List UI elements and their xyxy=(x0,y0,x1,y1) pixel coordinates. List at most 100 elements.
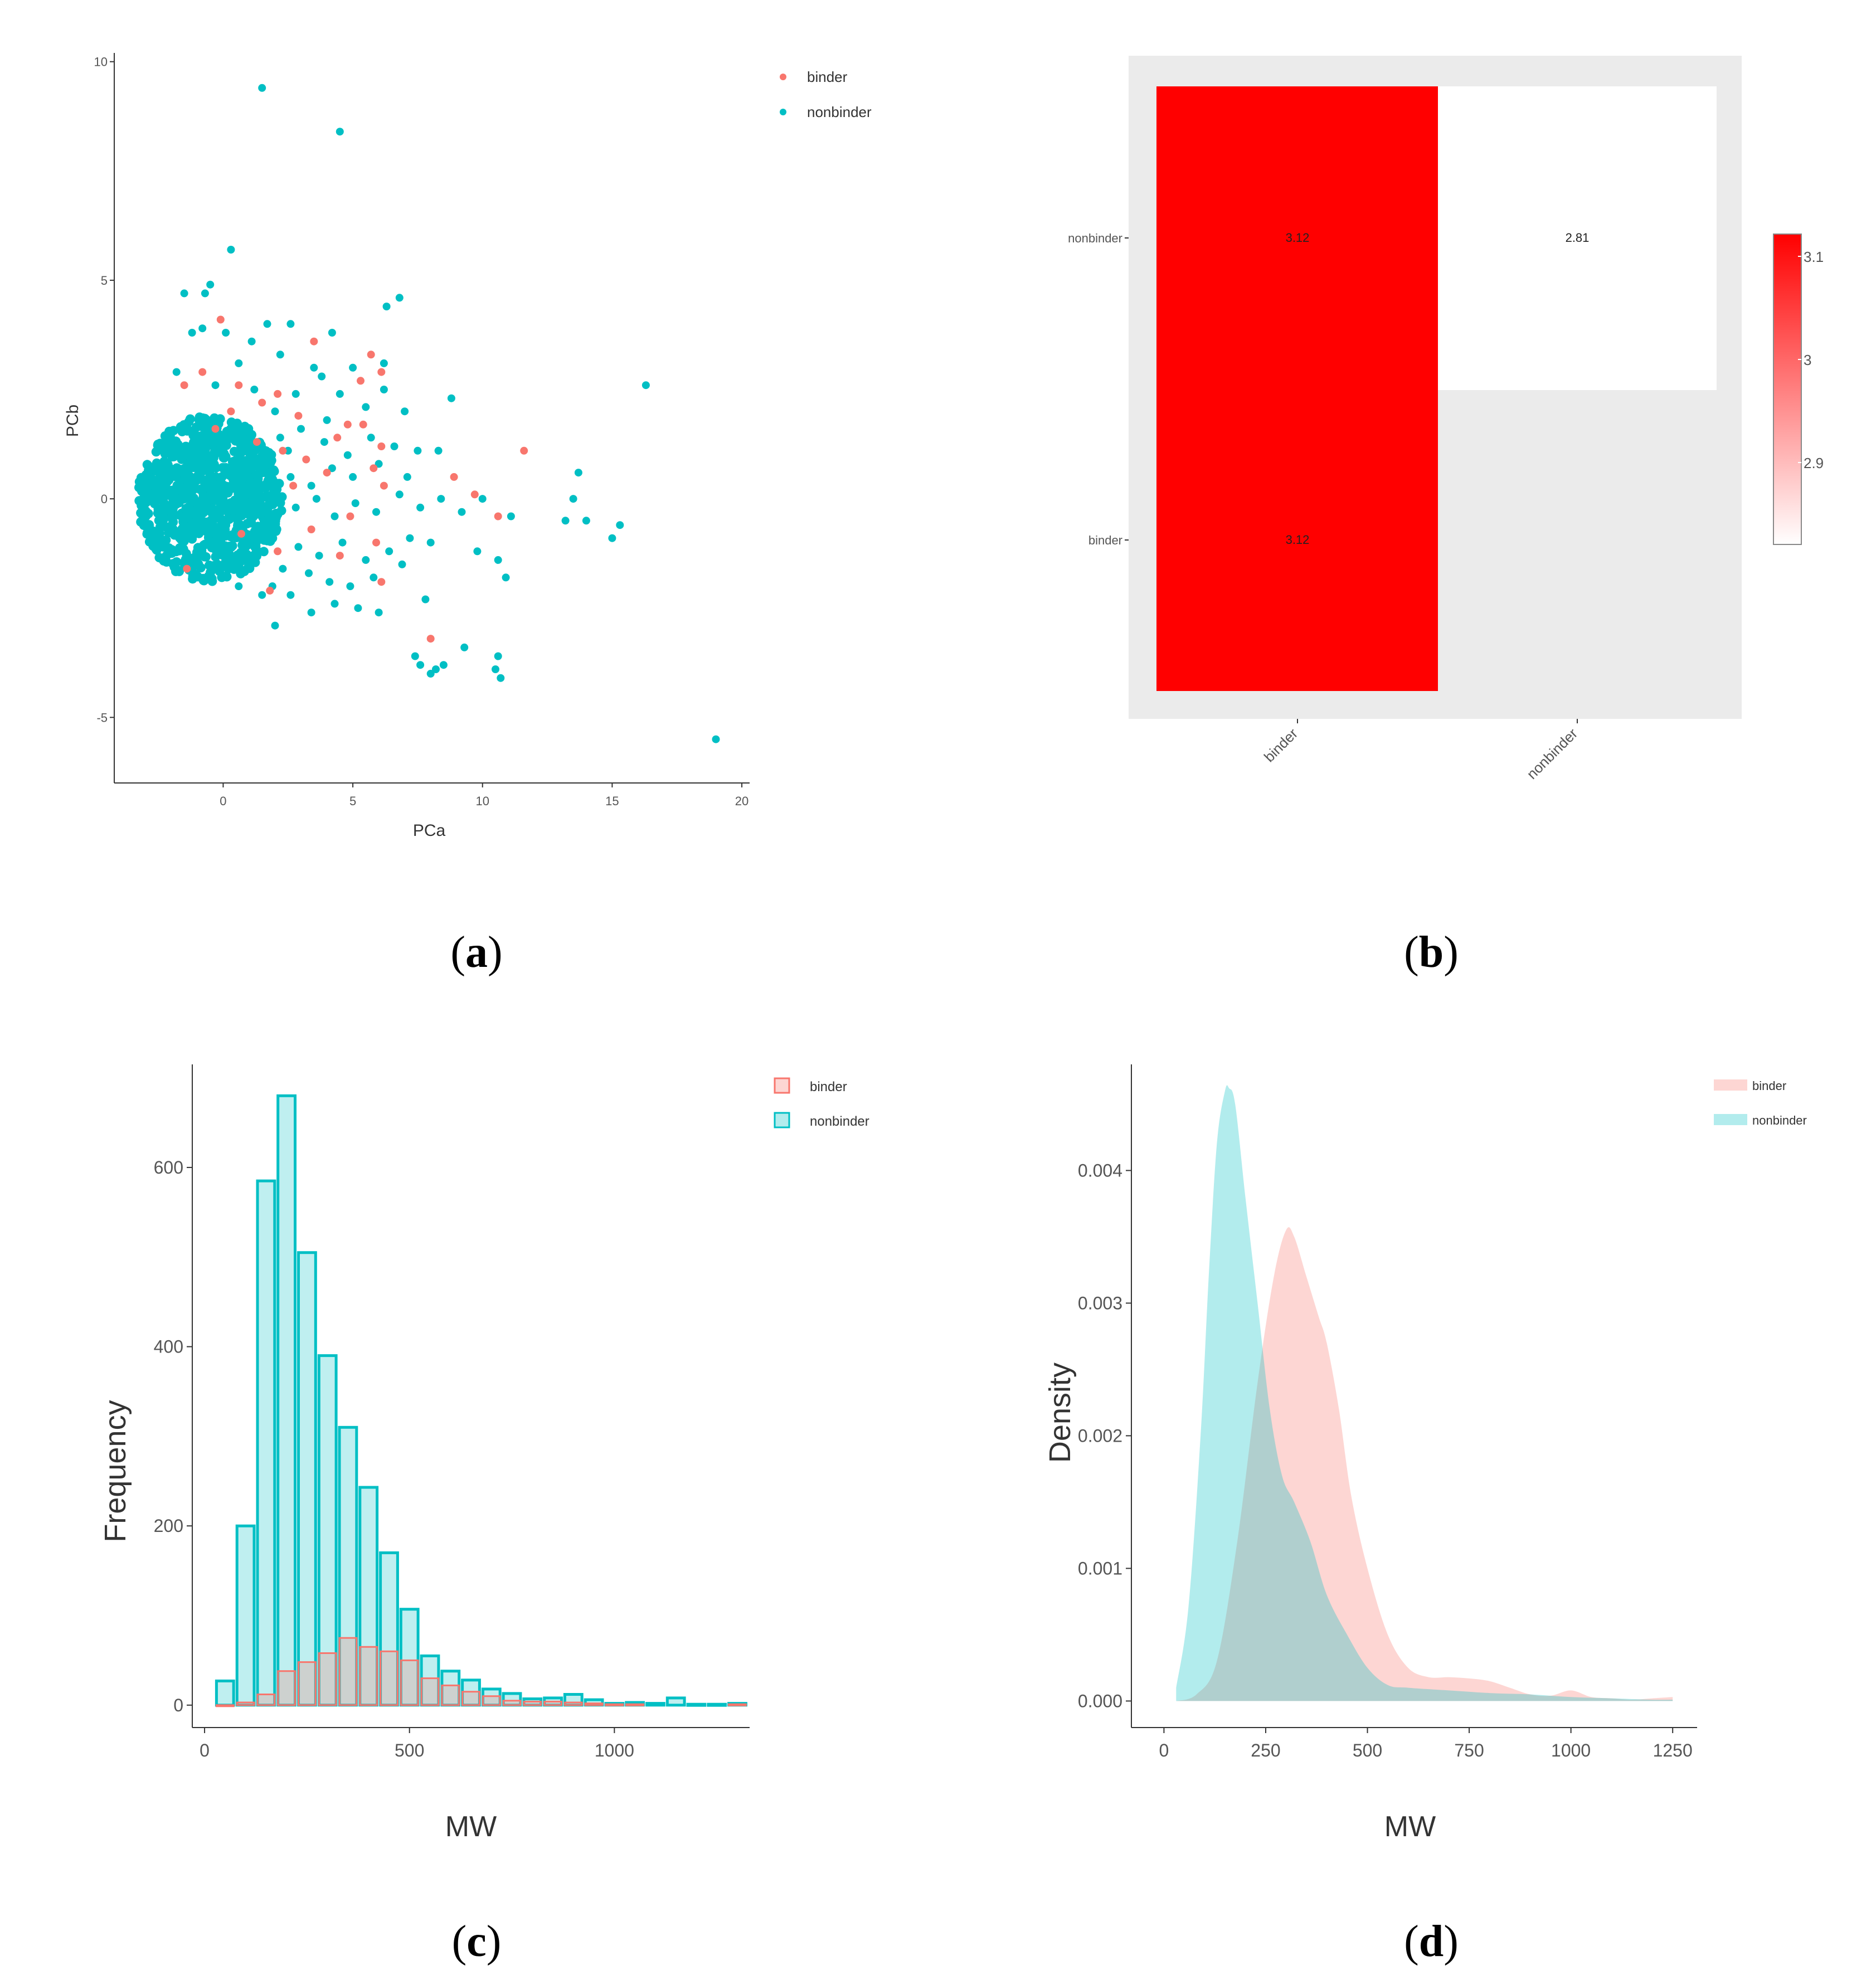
scatter-point-nonbinder xyxy=(497,674,505,682)
scatter-point-nonbinder xyxy=(213,509,223,519)
scatter-point-nonbinder xyxy=(235,449,245,459)
legend-binder-label: binder xyxy=(807,69,848,85)
scatter-point-nonbinder xyxy=(263,476,273,485)
scatter-point-nonbinder xyxy=(338,538,347,547)
scatter-point-nonbinder xyxy=(328,329,336,337)
histogram-bar-nonbinder xyxy=(399,1608,420,1707)
scatter-point-nonbinder xyxy=(158,510,168,520)
scatter-point-nonbinder xyxy=(276,351,284,359)
panel-d-areas xyxy=(1176,1085,1673,1701)
legend-binder-label: binder xyxy=(810,1079,847,1094)
scatter-point-nonbinder xyxy=(234,497,244,507)
histogram-bar-binder xyxy=(563,1701,583,1706)
scatter-point-binder xyxy=(470,490,479,499)
colorbar-label-3.1: 3.1 xyxy=(1804,249,1824,265)
scatter-point-binder xyxy=(359,420,367,429)
scatter-point-binder xyxy=(426,635,435,643)
scatter-point-nonbinder xyxy=(235,359,243,367)
scatter-point-nonbinder xyxy=(318,372,326,381)
histogram-bar-binder xyxy=(728,1703,747,1706)
scatter-point-nonbinder xyxy=(174,441,184,451)
scatter-point-nonbinder xyxy=(217,542,227,552)
scatter-point-nonbinder xyxy=(286,591,295,599)
scatter-point-nonbinder xyxy=(202,451,211,461)
scatter-point-binder xyxy=(211,425,220,433)
histogram-bar-binder xyxy=(400,1659,419,1706)
scatter-point-nonbinder xyxy=(201,289,209,298)
y-tick-label-nonbinder: nonbinder xyxy=(1068,231,1122,245)
y-tick-label: -5 xyxy=(96,711,108,724)
panel-b-label: (b) xyxy=(1404,928,1459,977)
scatter-point-nonbinder xyxy=(147,464,157,474)
scatter-point-nonbinder xyxy=(134,496,144,506)
scatter-point-nonbinder xyxy=(239,471,249,481)
scatter-point-nonbinder xyxy=(227,466,237,476)
scatter-point-nonbinder xyxy=(188,329,196,337)
cell-label-nonbinder-nonbinder: 2.81 xyxy=(1566,231,1590,245)
scatter-point-nonbinder xyxy=(227,457,237,467)
scatter-point-binder xyxy=(294,412,303,420)
scatter-point-nonbinder xyxy=(208,565,218,575)
panel-d-label: (d) xyxy=(1404,1917,1459,1966)
panel-c-y-axis-title: Frequency xyxy=(99,1400,132,1542)
legend-binder-swatch xyxy=(780,74,786,80)
colorbar-label-2.9: 2.9 xyxy=(1804,455,1824,471)
scatter-point-nonbinder xyxy=(362,403,370,411)
x-tick-label: 15 xyxy=(605,794,619,808)
scatter-point-nonbinder xyxy=(494,652,502,660)
scatter-point-nonbinder xyxy=(294,543,303,551)
scatter-point-nonbinder xyxy=(193,556,201,564)
scatter-point-nonbinder xyxy=(380,386,388,393)
scatter-point-nonbinder xyxy=(157,484,167,494)
scatter-point-nonbinder xyxy=(217,572,227,582)
scatter-point-nonbinder xyxy=(168,502,178,512)
x-tick-label: 0 xyxy=(200,1740,210,1760)
scatter-point-nonbinder xyxy=(245,449,255,459)
scatter-point-nonbinder xyxy=(367,434,375,442)
scatter-point-nonbinder xyxy=(416,661,425,669)
scatter-point-binder xyxy=(377,442,386,450)
scatter-point-nonbinder xyxy=(608,534,616,542)
legend-binder-swatch xyxy=(1714,1079,1747,1091)
scatter-point-nonbinder xyxy=(261,491,271,501)
scatter-point-nonbinder xyxy=(263,320,271,328)
scatter-point-nonbinder xyxy=(375,609,383,617)
scatter-point-nonbinder xyxy=(230,476,240,486)
scatter-point-nonbinder xyxy=(307,481,315,490)
scatter-point-nonbinder xyxy=(208,538,218,548)
x-tick-label: 0 xyxy=(220,794,226,808)
scatter-point-binder xyxy=(237,529,245,538)
scatter-point-nonbinder xyxy=(328,464,336,473)
panel-a-legend: binder nonbinder xyxy=(780,69,872,120)
scatter-point-nonbinder xyxy=(193,453,203,463)
panel-d-x-axis-title: MW xyxy=(1384,1811,1436,1843)
panel-b-y-axis: nonbinder binder xyxy=(1068,231,1129,547)
scatter-point-nonbinder xyxy=(312,495,320,503)
scatter-point-nonbinder xyxy=(336,390,344,398)
scatter-point-nonbinder xyxy=(225,514,234,524)
scatter-point-nonbinder xyxy=(143,509,153,519)
scatter-point-nonbinder xyxy=(385,547,393,556)
scatter-point-nonbinder xyxy=(236,440,246,450)
panel-c-x-axis-title: MW xyxy=(445,1811,497,1843)
scatter-point-nonbinder xyxy=(167,466,177,476)
histogram-bar-binder xyxy=(441,1684,460,1706)
scatter-point-nonbinder xyxy=(245,489,254,499)
scatter-point-nonbinder xyxy=(218,437,229,447)
scatter-point-nonbinder xyxy=(270,513,280,523)
scatter-point-nonbinder xyxy=(247,337,256,346)
scatter-point-nonbinder xyxy=(375,460,383,468)
y-tick-label: 0.003 xyxy=(1078,1293,1122,1313)
scatter-point-nonbinder xyxy=(275,498,285,508)
y-tick-label: 600 xyxy=(154,1157,183,1178)
scatter-point-nonbinder xyxy=(478,495,487,503)
colorbar-label-3.0: 3 xyxy=(1804,352,1811,368)
scatter-point-nonbinder xyxy=(198,324,207,333)
scatter-point-binder xyxy=(235,381,243,390)
scatter-point-nonbinder xyxy=(181,504,191,513)
histogram-bar-nonbinder xyxy=(379,1551,399,1707)
scatter-point-nonbinder xyxy=(395,294,404,302)
histogram-bar-binder xyxy=(543,1700,563,1706)
scatter-point-nonbinder xyxy=(310,363,318,372)
scatter-point-nonbinder xyxy=(244,509,254,519)
